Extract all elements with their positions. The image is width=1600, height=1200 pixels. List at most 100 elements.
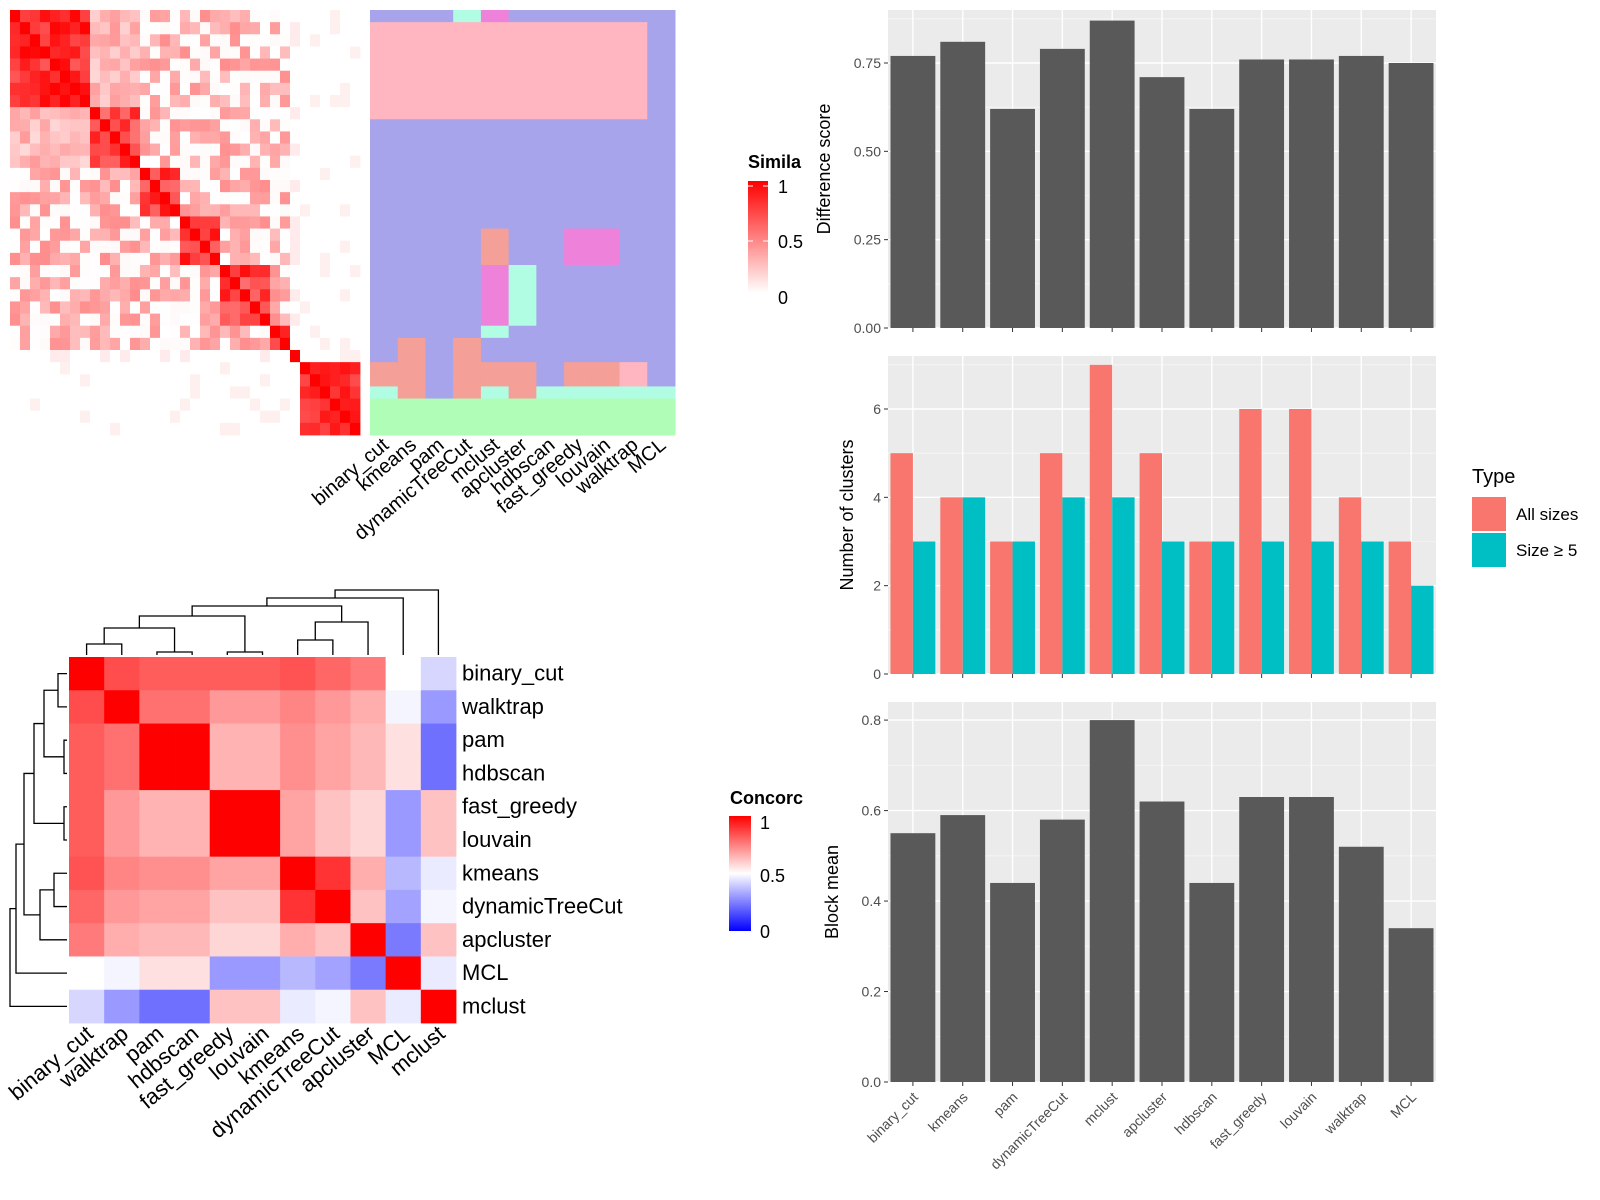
concordance-cell xyxy=(385,856,422,891)
similarity-cell xyxy=(150,192,161,205)
membership-cell xyxy=(453,82,482,96)
similarity-cell xyxy=(110,58,121,72)
similarity-cell xyxy=(10,204,21,217)
membership-cell xyxy=(564,180,593,193)
similarity-cell xyxy=(290,119,301,132)
similarity-cell xyxy=(160,22,171,35)
similarity-cell xyxy=(220,301,231,314)
similarity-cell xyxy=(280,301,291,314)
similarity-cell xyxy=(290,82,301,96)
similarity-cell xyxy=(110,277,121,290)
similarity-cell xyxy=(180,216,191,229)
membership-cell xyxy=(564,204,593,217)
similarity-cell xyxy=(50,143,61,157)
similarity-cell xyxy=(300,155,311,169)
similarity-cell xyxy=(50,107,61,120)
membership-cell xyxy=(647,398,676,412)
similarity-cell xyxy=(100,46,111,59)
similarity-cell xyxy=(100,337,111,351)
similarity-cell xyxy=(100,82,111,96)
membership-cell xyxy=(453,131,482,145)
similarity-cell xyxy=(180,180,191,193)
similarity-cell xyxy=(230,277,241,290)
membership-cell xyxy=(591,325,621,339)
similarity-cell xyxy=(310,228,321,242)
similarity-cell xyxy=(230,10,241,23)
similarity-cell xyxy=(340,46,351,59)
concordance-cell xyxy=(209,856,246,891)
concordance-row-label: hdbscan xyxy=(462,761,545,786)
similarity-cell xyxy=(250,143,261,157)
similarity-cell xyxy=(50,228,61,242)
similarity-cell xyxy=(270,325,281,339)
similarity-cell xyxy=(270,410,281,424)
similarity-cell xyxy=(140,46,151,59)
similarity-cell xyxy=(20,58,31,72)
similarity-cell xyxy=(60,216,71,229)
concordance-cell xyxy=(350,923,387,957)
bar xyxy=(1039,48,1085,329)
membership-cell xyxy=(536,410,565,424)
membership-cell xyxy=(564,192,593,205)
membership-cell xyxy=(647,362,676,375)
similarity-cell xyxy=(280,362,291,375)
similarity-cell xyxy=(220,398,231,412)
membership-cell xyxy=(619,58,648,72)
similarity-cell xyxy=(270,374,281,387)
similarity-cell xyxy=(290,289,301,302)
membership-cell xyxy=(425,337,454,351)
membership-cell xyxy=(397,155,426,169)
similarity-cell xyxy=(200,70,211,84)
similarity-cell xyxy=(320,204,331,217)
similarity-cell xyxy=(340,289,351,302)
similarity-cell xyxy=(20,119,31,132)
similarity-cell xyxy=(240,301,251,314)
similarity-cell xyxy=(340,325,351,339)
similarity-cell xyxy=(350,107,361,120)
membership-cell xyxy=(619,204,648,217)
similarity-cell xyxy=(110,240,121,254)
similarity-cell xyxy=(20,34,31,47)
membership-cell xyxy=(370,410,399,424)
membership-cell xyxy=(453,265,482,278)
similarity-cell xyxy=(40,10,51,23)
similarity-cell xyxy=(90,301,101,314)
similarity-cell xyxy=(30,216,41,229)
similarity-cell xyxy=(350,46,361,59)
membership-cell xyxy=(397,252,426,266)
similarity-cell xyxy=(260,180,271,193)
similarity-cell xyxy=(230,180,241,193)
x-tick-label: apcluster xyxy=(1119,1089,1171,1141)
similarity-cell xyxy=(310,374,321,387)
similarity-cell xyxy=(280,70,291,84)
similarity-cell xyxy=(170,277,181,290)
membership-cell xyxy=(619,46,648,60)
similarity-cell xyxy=(10,240,21,254)
membership-cell xyxy=(370,240,399,254)
membership-cell xyxy=(370,167,399,181)
membership-cell xyxy=(453,350,482,363)
similarity-cell xyxy=(190,350,201,363)
similarity-cell xyxy=(160,119,171,132)
membership-cell xyxy=(591,70,621,84)
similarity-cell xyxy=(240,410,251,424)
membership-cell xyxy=(591,265,621,278)
similarity-cell xyxy=(200,58,211,72)
similarity-cell xyxy=(10,362,21,375)
similarity-cell xyxy=(20,350,31,363)
concordance-row-labels: binary_cutwalktrappamhdbscanfast_greedyl… xyxy=(461,661,623,1019)
similarity-cell xyxy=(270,350,281,363)
similarity-cell xyxy=(10,22,21,35)
similarity-cell xyxy=(100,204,111,217)
similarity-cell xyxy=(280,422,291,436)
membership-cell xyxy=(591,240,621,254)
similarity-cell xyxy=(240,95,251,108)
similarity-cell xyxy=(320,46,331,59)
similarity-cell xyxy=(70,313,81,327)
bar xyxy=(1139,453,1162,674)
similarity-cell xyxy=(280,350,291,363)
membership-cell xyxy=(564,34,593,47)
similarity-cell xyxy=(180,10,191,23)
similarity-cell xyxy=(240,107,251,120)
